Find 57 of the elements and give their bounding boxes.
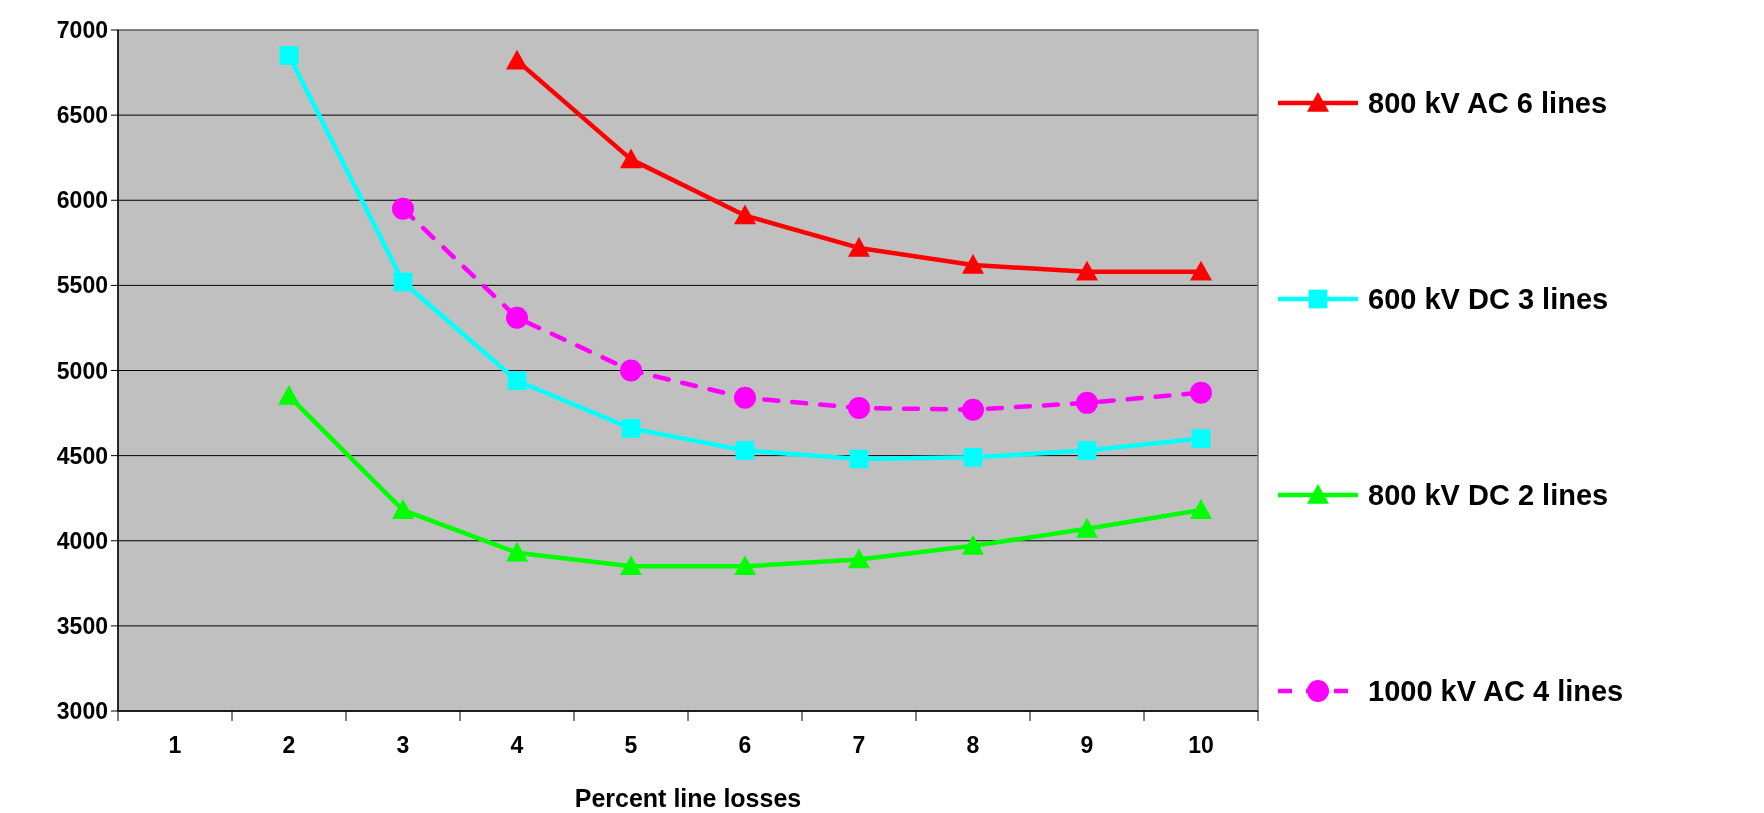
point (1190, 499, 1212, 519)
x-tick-label: 4 (510, 732, 524, 758)
point (1190, 260, 1212, 281)
point (506, 49, 528, 70)
point (506, 541, 528, 562)
point (963, 447, 983, 467)
x-tick-label: 3 (396, 732, 410, 758)
point (620, 555, 642, 576)
x-tick-label: 5 (624, 732, 638, 758)
y-tick-label: 3500 (56, 612, 108, 639)
point (734, 204, 756, 225)
legend-label: 600 kV DC 3 lines (1368, 283, 1609, 316)
point (393, 272, 413, 292)
x-tick-label: 7 (852, 732, 866, 758)
point (279, 46, 299, 65)
y-tick-label: 5500 (56, 272, 108, 299)
point (1076, 260, 1098, 281)
point (962, 253, 984, 274)
point (735, 441, 755, 460)
point (734, 555, 756, 576)
x-tick-label: 10 (1188, 732, 1214, 758)
y-tick-label: 6000 (56, 187, 108, 214)
point (734, 386, 756, 409)
legend-label: 800 kV DC 2 lines (1368, 479, 1609, 512)
y-tick-label: 4500 (56, 442, 108, 469)
x-tick-label: 8 (966, 732, 980, 758)
point (621, 419, 641, 438)
point (848, 236, 870, 257)
point (506, 306, 528, 329)
point (392, 197, 414, 220)
point (620, 148, 642, 169)
point (392, 499, 414, 519)
point (1191, 429, 1211, 448)
point (507, 371, 527, 391)
point (848, 396, 870, 419)
x-tick-label: 9 (1080, 732, 1094, 758)
point (849, 449, 869, 469)
x-tick-label: 6 (738, 732, 752, 758)
y-tick-label: 6500 (56, 102, 108, 129)
point (848, 548, 870, 569)
point (962, 398, 984, 421)
point (1076, 391, 1098, 414)
x-tick-label: 1 (168, 732, 182, 758)
point (1077, 441, 1097, 460)
y-tick-label: 7000 (56, 17, 108, 44)
point (278, 385, 300, 405)
point (1190, 381, 1212, 404)
point (620, 359, 642, 382)
x-axis-title: Percent line losses (574, 784, 802, 812)
legend-label: 1000 kV AC 4 lines (1368, 675, 1624, 708)
y-tick-label: 4000 (56, 527, 108, 554)
point (1076, 517, 1098, 538)
y-tick-label: 3000 (56, 698, 108, 725)
y-tick-label: 5000 (56, 357, 108, 384)
point (962, 534, 984, 555)
legend-label: 800 kV AC 6 lines (1368, 87, 1608, 120)
x-tick-label: 2 (282, 732, 296, 758)
